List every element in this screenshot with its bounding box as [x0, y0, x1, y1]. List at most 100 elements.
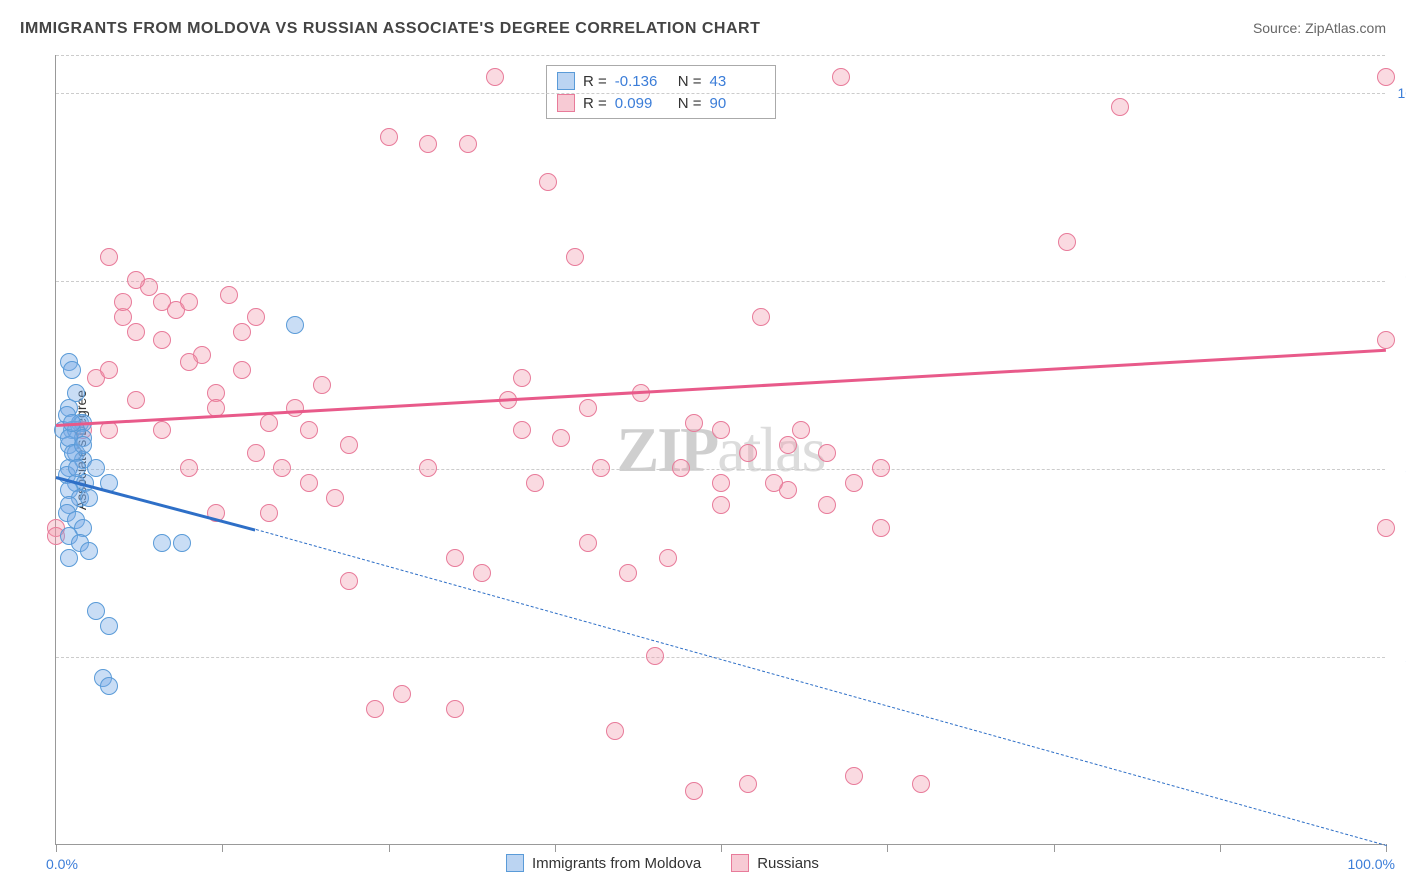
- data-point: [646, 647, 664, 665]
- legend: Immigrants from Moldova Russians: [506, 854, 819, 872]
- gridline-h: [56, 657, 1385, 658]
- gridline-h: [56, 93, 1385, 94]
- stat-row-moldova: R = -0.136 N = 43: [557, 70, 765, 92]
- n-label: N =: [678, 95, 702, 112]
- data-point: [685, 782, 703, 800]
- data-point: [765, 474, 783, 492]
- header: IMMIGRANTS FROM MOLDOVA VS RUSSIAN ASSOC…: [20, 20, 1386, 50]
- data-point: [326, 489, 344, 507]
- data-point: [153, 421, 171, 439]
- data-point: [739, 444, 757, 462]
- legend-label-moldova: Immigrants from Moldova: [532, 855, 701, 872]
- data-point: [579, 399, 597, 417]
- n-value-moldova: 43: [710, 73, 765, 90]
- data-point: [300, 421, 318, 439]
- data-point: [127, 271, 145, 289]
- data-point: [539, 173, 557, 191]
- trend-line: [255, 529, 1386, 846]
- data-point: [473, 564, 491, 582]
- r-label: R =: [583, 95, 607, 112]
- data-point: [1377, 331, 1395, 349]
- data-point: [739, 775, 757, 793]
- data-point: [872, 519, 890, 537]
- x-tick: [887, 844, 888, 852]
- data-point: [233, 323, 251, 341]
- data-point: [1058, 233, 1076, 251]
- data-point: [114, 293, 132, 311]
- y-tick-label: 100.0%: [1398, 85, 1406, 101]
- source-prefix: Source:: [1253, 20, 1305, 36]
- data-point: [606, 722, 624, 740]
- gridline-h: [56, 281, 1385, 282]
- n-label: N =: [678, 73, 702, 90]
- data-point: [845, 474, 863, 492]
- data-point: [818, 444, 836, 462]
- data-point: [300, 474, 318, 492]
- data-point: [260, 414, 278, 432]
- data-point: [100, 248, 118, 266]
- x-tick: [555, 844, 556, 852]
- data-point: [100, 361, 118, 379]
- data-point: [872, 459, 890, 477]
- data-point: [619, 564, 637, 582]
- data-point: [752, 308, 770, 326]
- data-point: [1377, 68, 1395, 86]
- legend-swatch-russians: [731, 854, 749, 872]
- data-point: [566, 248, 584, 266]
- data-point: [63, 361, 81, 379]
- x-tick: [1220, 844, 1221, 852]
- data-point: [779, 436, 797, 454]
- legend-item-russians: Russians: [731, 854, 819, 872]
- data-point: [419, 135, 437, 153]
- swatch-russians: [557, 94, 575, 112]
- source-name: ZipAtlas.com: [1305, 20, 1386, 36]
- data-point: [712, 474, 730, 492]
- data-point: [685, 414, 703, 432]
- data-point: [672, 459, 690, 477]
- data-point: [513, 421, 531, 439]
- data-point: [659, 549, 677, 567]
- x-tick: [1054, 844, 1055, 852]
- data-point: [526, 474, 544, 492]
- data-point: [273, 459, 291, 477]
- data-point: [380, 128, 398, 146]
- trend-line: [56, 348, 1386, 426]
- data-point: [1377, 519, 1395, 537]
- source-attribution: Source: ZipAtlas.com: [1253, 20, 1386, 36]
- scatter-chart: Associate's Degree ZIPatlas 0.0% 100.0% …: [55, 55, 1385, 845]
- data-point: [153, 534, 171, 552]
- legend-swatch-moldova: [506, 854, 524, 872]
- data-point: [247, 444, 265, 462]
- data-point: [446, 700, 464, 718]
- data-point: [419, 459, 437, 477]
- data-point: [818, 496, 836, 514]
- data-point: [286, 399, 304, 417]
- x-tick: [389, 844, 390, 852]
- data-point: [286, 316, 304, 334]
- data-point: [340, 572, 358, 590]
- data-point: [1111, 98, 1129, 116]
- data-point: [446, 549, 464, 567]
- x-axis-end-label: 100.0%: [1348, 856, 1395, 872]
- data-point: [260, 504, 278, 522]
- data-point: [792, 421, 810, 439]
- data-point: [486, 68, 504, 86]
- data-point: [845, 767, 863, 785]
- data-point: [100, 421, 118, 439]
- data-point: [87, 602, 105, 620]
- x-axis-start-label: 0.0%: [46, 856, 78, 872]
- data-point: [68, 459, 86, 477]
- data-point: [912, 775, 930, 793]
- data-point: [60, 549, 78, 567]
- data-point: [74, 436, 92, 454]
- r-value-russians: 0.099: [615, 95, 670, 112]
- data-point: [393, 685, 411, 703]
- data-point: [579, 534, 597, 552]
- data-point: [340, 436, 358, 454]
- gridline-h: [56, 469, 1385, 470]
- swatch-moldova: [557, 72, 575, 90]
- data-point: [513, 369, 531, 387]
- data-point: [712, 421, 730, 439]
- data-point: [592, 459, 610, 477]
- x-tick: [222, 844, 223, 852]
